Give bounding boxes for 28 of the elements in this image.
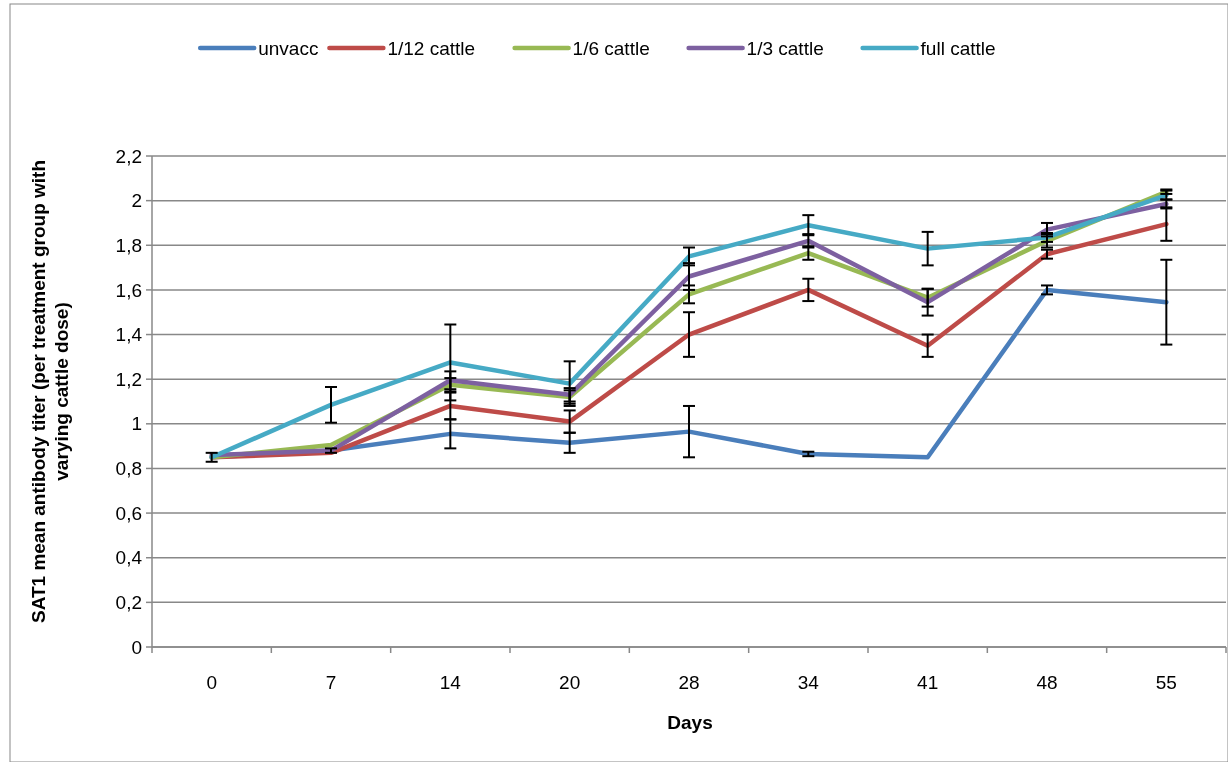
x-tick-label: 48 (1036, 672, 1058, 693)
legend-label: 1/6 cattle (572, 37, 650, 59)
y-tick-label: 0,8 (115, 458, 142, 480)
legend-label: 1/3 cattle (746, 37, 824, 59)
x-tick-label: 7 (325, 672, 337, 693)
y-tick-label: 0 (131, 636, 142, 658)
legend-label: full cattle (920, 37, 996, 59)
x-tick-label: 0 (206, 672, 217, 693)
y-tick-label: 2 (131, 190, 142, 212)
x-tick-label: 55 (1155, 672, 1177, 693)
x-tick-label: 34 (797, 672, 820, 693)
x-axis-title: Days (667, 712, 713, 733)
x-tick-label: 20 (559, 672, 581, 693)
x-tick-label: 28 (678, 672, 700, 693)
y-tick-label: 0,2 (115, 592, 142, 614)
x-tick-label: 41 (917, 672, 939, 693)
y-tick-label: 2,2 (115, 145, 142, 167)
y-tick-label: 0,6 (115, 502, 142, 524)
y-tick-label: 1,2 (115, 368, 142, 390)
y-tick-label: 0,4 (115, 547, 143, 569)
x-tick-label: 14 (439, 672, 462, 693)
legend-label: 1/12 cattle (387, 37, 476, 59)
y-tick-label: 1,8 (115, 234, 142, 256)
y-tick-label: 1,4 (115, 324, 143, 346)
y-tick-label: 1,6 (115, 279, 142, 301)
legend-label: unvacc (258, 37, 319, 59)
y-axis-title: SAT1 mean antibody titer (per treatment group with varying cattle dose) (28, 159, 72, 624)
y-tick-label: 1 (131, 413, 142, 435)
